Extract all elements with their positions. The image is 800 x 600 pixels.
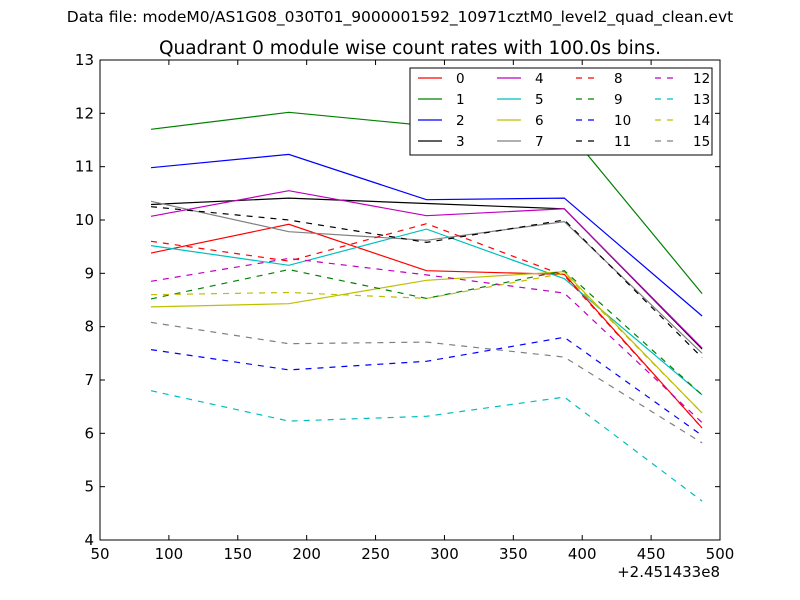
y-tick-label: 5 [84,478,94,496]
series-line-6 [150,271,703,414]
legend-label-1: 1 [456,92,465,108]
axes-layer: 50 100 150 200 250 300 350 400 450 50045678910111… [75,51,734,563]
series-line-9 [150,268,703,396]
legend-label-14: 14 [693,113,710,129]
y-tick-label: 6 [84,424,94,442]
x-tick-label: 350 [499,545,528,563]
x-tick-label: 250 [361,545,390,563]
legend-label-10: 10 [614,113,631,129]
x-tick-label: 400 [568,545,597,563]
y-tick-label: 4 [84,531,94,549]
legend-label-8: 8 [614,71,623,87]
y-tick-label: 9 [84,264,94,282]
legend-box [409,67,713,156]
legend-label-6: 6 [535,113,544,129]
legend-label-9: 9 [614,92,623,108]
series-line-4 [150,190,703,349]
legend-label-11: 11 [614,134,631,150]
series-line-14 [150,272,703,414]
y-tick-label: 13 [75,51,94,69]
x-tick-label: 150 [223,545,252,563]
y-tick-label: 11 [75,158,94,176]
series-line-2 [150,153,703,317]
legend-label-3: 3 [456,134,465,150]
x-tick-label: 500 [706,545,735,563]
series-line-11 [150,206,703,359]
series-line-12 [150,257,703,424]
series-line-5 [150,228,703,396]
series-line-10 [150,336,703,436]
x-tick-label: 100 [155,545,184,563]
x-axis-offset-label: +2.451433e8 [617,563,720,581]
series-line-8 [150,223,703,429]
figure-suptitle: Data file: modeM0/AS1G08_030T01_90000015… [66,8,734,26]
series-line-15 [150,321,703,444]
x-tick-label: 300 [430,545,459,563]
chart-title: Quadrant 0 module wise count rates with … [159,38,661,59]
legend-label-2: 2 [456,113,465,129]
y-tick-label: 7 [84,371,94,389]
legend-label-5: 5 [535,92,544,108]
series-layer [150,111,703,502]
series-line-13 [150,390,703,502]
legend-label-12: 12 [693,71,710,87]
legend-label-4: 4 [535,71,544,87]
x-tick-label: 200 [292,545,321,563]
x-tick-label: 50 [90,545,109,563]
legend-label-15: 15 [693,134,710,150]
legend-label-13: 13 [693,92,710,108]
y-tick-label: 10 [75,211,94,229]
x-tick-label: 450 [637,545,666,563]
y-tick-label: 12 [75,104,94,122]
legend-label-7: 7 [535,134,544,150]
series-line-0 [150,223,703,429]
plot-frame [99,59,721,541]
y-tick-label: 8 [84,318,94,336]
legend-label-0: 0 [456,71,465,87]
